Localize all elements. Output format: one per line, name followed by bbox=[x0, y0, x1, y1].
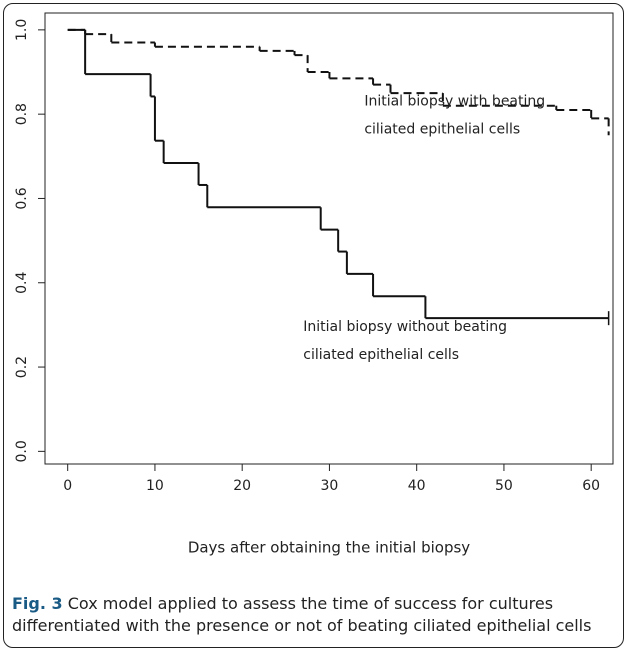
annotation: ciliated epithelial cells bbox=[364, 122, 520, 138]
x-tick-label: 30 bbox=[321, 478, 339, 494]
x-tick-label: 0 bbox=[63, 478, 72, 494]
figure-frame bbox=[3, 3, 624, 648]
x-tick-label: 60 bbox=[582, 478, 600, 494]
y-tick-label: 1.0 bbox=[14, 19, 30, 41]
x-axis-label: Days after obtaining the initial biopsy bbox=[188, 539, 470, 557]
chart: Days after obtaining the initial biopsy … bbox=[14, 12, 614, 557]
plot-box bbox=[44, 12, 614, 465]
x-tick-label: 20 bbox=[233, 478, 251, 494]
caption: Fig. 3 Cox model applied to assess the t… bbox=[12, 593, 622, 637]
caption-line: differentiated with the presence or not … bbox=[12, 616, 592, 635]
x-tick-label: 50 bbox=[495, 478, 513, 494]
x-tick-label: 10 bbox=[146, 478, 164, 494]
y-tick-label: 0.2 bbox=[14, 356, 30, 378]
annotation: Initial biopsy without beating bbox=[303, 319, 507, 335]
annotation: Initial biopsy with beating bbox=[364, 94, 545, 110]
annotation: ciliated epithelial cells bbox=[303, 347, 459, 363]
y-tick-label: 0.8 bbox=[14, 103, 30, 125]
caption-label: Fig. 3 bbox=[12, 594, 63, 613]
y-tick-label: 0.0 bbox=[14, 440, 30, 462]
y-tick-label: 0.6 bbox=[14, 187, 30, 209]
x-tick-label: 40 bbox=[408, 478, 426, 494]
caption-line: Cox model applied to assess the time of … bbox=[67, 594, 554, 613]
y-tick-label: 0.4 bbox=[14, 272, 30, 294]
